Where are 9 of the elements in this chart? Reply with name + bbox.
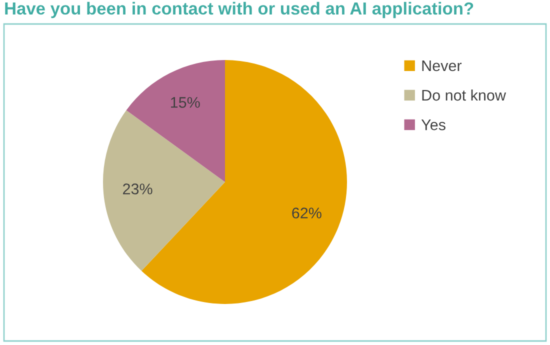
pie-slice (103, 110, 225, 271)
data-label: 15% (171, 97, 200, 108)
legend-label: Never (422, 60, 462, 72)
data-label: 23% (123, 184, 152, 194)
legend-label: Do not know (422, 89, 506, 101)
data-label: 62% (292, 208, 322, 218)
pie-slice (126, 60, 225, 182)
chart-title: Have you been in contact with or used an AI application? (5, 2, 474, 18)
legend-label: Yes (421, 120, 446, 130)
